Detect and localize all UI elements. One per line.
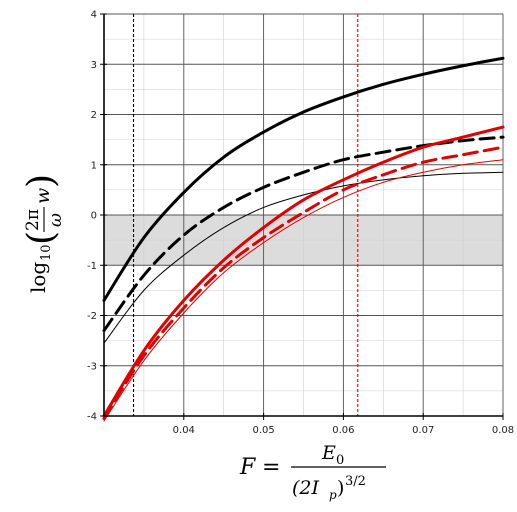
y-tick-label: 4 bbox=[91, 10, 97, 21]
y-label-close-paren: ) bbox=[21, 174, 62, 188]
x-label-denominator-sub: p bbox=[329, 488, 337, 502]
x-label-numerator: E bbox=[321, 442, 336, 464]
y-tick-label: -2 bbox=[87, 311, 97, 322]
series-line bbox=[103, 159, 504, 422]
x-tick-label: 0.08 bbox=[492, 425, 514, 436]
y-tick-label: -3 bbox=[87, 361, 97, 372]
x-tick-label: 0.06 bbox=[332, 425, 354, 436]
series-line bbox=[103, 171, 504, 344]
y-label-func-sub: 10 bbox=[39, 244, 54, 261]
x-label-denominator-exp: 3/2 bbox=[345, 474, 366, 489]
y-tick-label: 2 bbox=[91, 110, 97, 121]
y-label-open-paren: ( bbox=[21, 231, 62, 245]
x-label-denominator-close: ) bbox=[337, 477, 344, 499]
y-tick-label: 1 bbox=[91, 160, 97, 171]
series-line bbox=[102, 125, 505, 418]
y-label-numerator: 2π bbox=[23, 209, 43, 231]
x-tick-label: 0.05 bbox=[252, 425, 274, 436]
x-tick-label: 0.04 bbox=[173, 425, 195, 436]
series-line bbox=[102, 145, 505, 421]
y-label-denominator: ω bbox=[46, 213, 66, 227]
x-label-denominator: (2I bbox=[292, 477, 320, 499]
y-label-factor: w bbox=[32, 188, 54, 204]
series-line bbox=[102, 135, 505, 333]
y-tick-label: 0 bbox=[91, 211, 97, 222]
y-tick-label: -1 bbox=[87, 261, 97, 272]
x-axis-label: F = E 0 (2I p ) 3/2 bbox=[239, 442, 386, 502]
x-label-lhs: F bbox=[239, 455, 256, 480]
y-label-func: log bbox=[26, 262, 50, 293]
y-tick-label: 3 bbox=[91, 60, 97, 71]
x-label-numerator-sub: 0 bbox=[336, 453, 344, 468]
y-axis-label: log 10 ( 2π ω w ) bbox=[21, 174, 66, 293]
x-tick-label: 0.07 bbox=[412, 425, 434, 436]
y-tick-label: -4 bbox=[87, 412, 97, 423]
x-label-equals: = bbox=[262, 455, 280, 480]
series-line bbox=[102, 56, 505, 302]
